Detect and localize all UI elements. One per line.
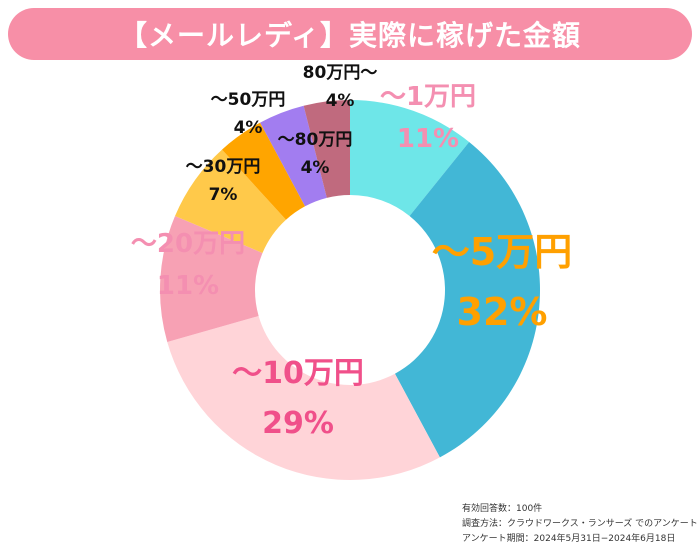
slice-4-value: 11%	[157, 271, 219, 301]
slice-5-value: 7%	[209, 185, 238, 205]
title-bar: 【メールレディ】実際に稼げた金額	[8, 8, 692, 60]
donut-slices	[160, 100, 541, 480]
slice-2-label: 〜5万円	[432, 230, 572, 274]
slice-8	[303, 100, 350, 198]
slice-1	[350, 100, 470, 216]
slice-3	[167, 315, 440, 480]
donut-labels: 〜1万円 11% 〜5万円 32% 〜10万円 29% 〜20万円 11% 〜30万円 7% 〜50…	[131, 63, 572, 441]
slice-8-label: 80万円〜	[303, 63, 378, 83]
slice-3-label: 〜10万円	[232, 356, 364, 391]
note-period: アンケート期間：2024年5月31日−2024年6月18日	[462, 534, 676, 544]
survey-notes: 有効回答数：100件 調査方法：クラウドワークス・ランサーズ でのアンケート ア…	[462, 502, 698, 547]
slice-8-value: 4%	[326, 91, 355, 111]
slice-7-value: 4%	[301, 158, 330, 178]
slice-2	[394, 141, 541, 458]
slice-7	[260, 105, 327, 207]
slice-1-label: 〜1万円	[380, 82, 476, 112]
slice-5	[175, 149, 286, 253]
slice-4	[160, 215, 263, 342]
note-method: 調査方法：クラウドワークス・ランサーズ でのアンケート	[462, 519, 698, 529]
slice-2-value: 32%	[457, 290, 548, 334]
slice-5-label: 〜30万円	[186, 157, 261, 177]
slice-4-label: 〜20万円	[131, 229, 245, 259]
slice-7-label: 〜80万円	[278, 130, 353, 150]
slice-1-value: 11%	[397, 124, 459, 154]
slice-6	[221, 122, 306, 220]
slice-3-value: 29%	[262, 406, 334, 441]
chart-title: 【メールレディ】実際に稼げた金額	[118, 19, 582, 52]
slice-6-label: 〜50万円	[211, 90, 286, 110]
note-respondents: 有効回答数：100件	[462, 504, 543, 514]
slice-6-value: 4%	[234, 118, 263, 138]
